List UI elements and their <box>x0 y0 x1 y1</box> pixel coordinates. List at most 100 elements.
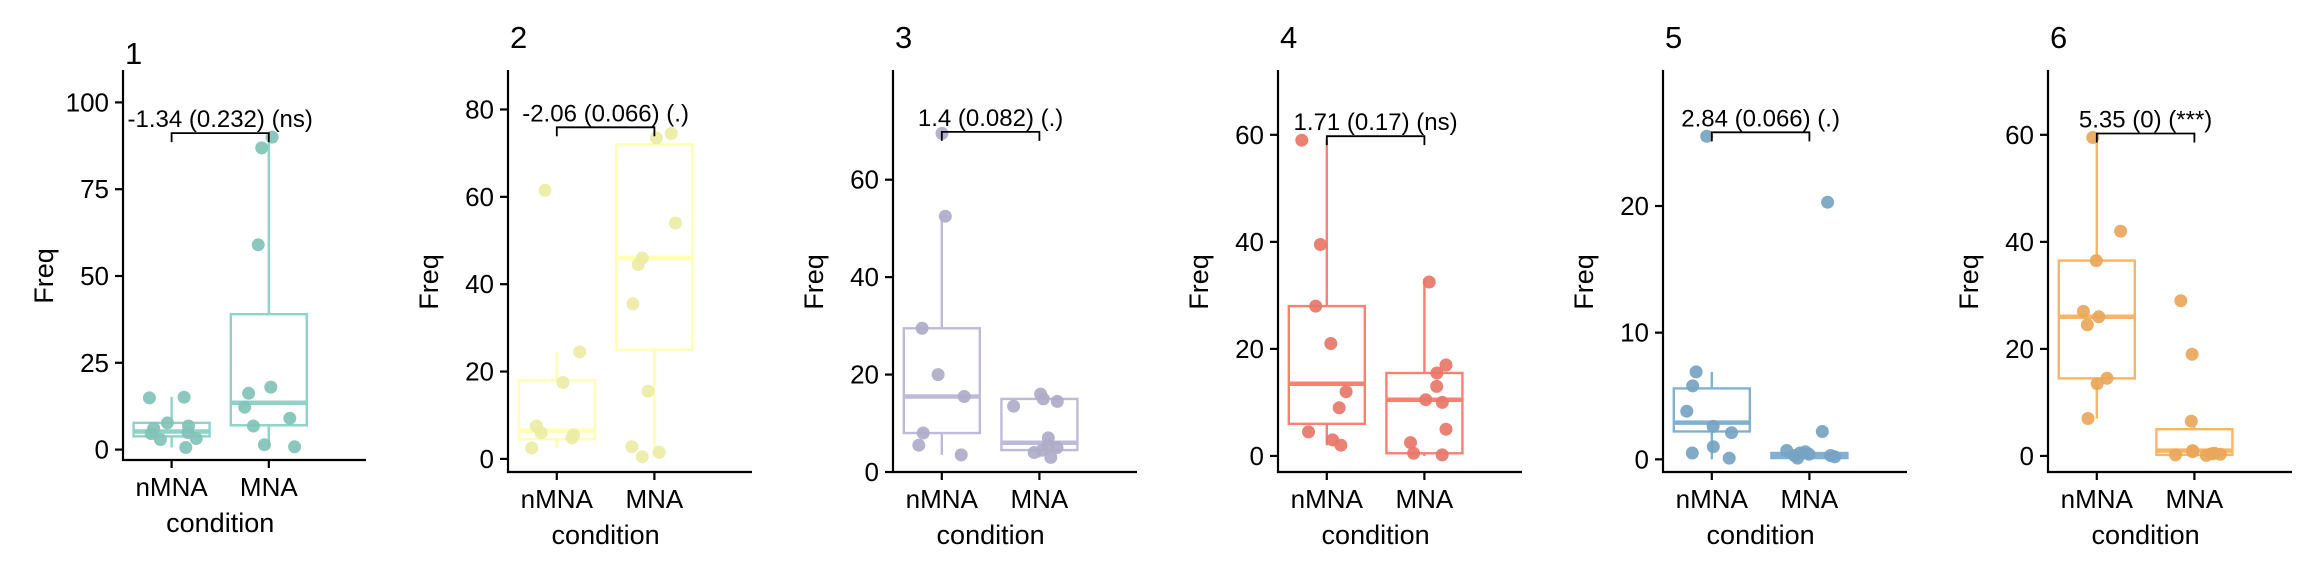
x-tick-label: MNA <box>1781 484 1839 514</box>
data-point <box>652 445 666 459</box>
data-point <box>525 441 539 455</box>
comparison-label: 2.84 (0.066) (.) <box>1681 105 1840 132</box>
data-point <box>1700 129 1714 143</box>
y-axis-title: Freq <box>1954 254 1984 310</box>
y-tick-label: 20 <box>465 357 494 387</box>
data-point <box>1295 133 1309 147</box>
x-tick-label: MNA <box>1011 484 1069 514</box>
data-point <box>1050 441 1064 455</box>
data-point <box>1435 448 1449 462</box>
data-point <box>2114 224 2128 238</box>
data-point <box>1302 425 1315 439</box>
box-MNA <box>229 137 309 447</box>
y-tick-label: 40 <box>1235 227 1264 257</box>
y-tick-label: 60 <box>850 165 879 195</box>
data-point <box>635 450 649 464</box>
data-point <box>538 183 552 197</box>
data-point <box>915 321 929 335</box>
data-point <box>1007 399 1021 413</box>
box-nMNA <box>902 216 981 455</box>
y-tick-label: 60 <box>1235 120 1264 150</box>
y-axis-title: Freq <box>414 254 444 310</box>
data-point <box>957 390 971 403</box>
data-point <box>2092 310 2106 324</box>
data-point <box>1430 379 1444 393</box>
y-tick-label: 75 <box>80 174 109 204</box>
x-axis-title: condition <box>552 520 660 550</box>
y-tick-label: 0 <box>2020 441 2034 471</box>
panel-5: 5 0 10 20 Freq nMNA MNA condition 2.84 (0.066) (… <box>1569 20 1907 550</box>
data-point <box>938 209 952 223</box>
data-point <box>1722 451 1736 465</box>
data-point <box>242 386 256 400</box>
y-tick-label: 25 <box>80 348 109 378</box>
x-axis-title: condition <box>1322 520 1430 550</box>
x-axis-title: condition <box>2092 520 2200 550</box>
comparison-bracket <box>940 130 1041 141</box>
x-tick-label: nMNA <box>1676 484 1749 514</box>
data-point <box>1430 366 1444 380</box>
data-point <box>257 438 271 452</box>
data-point <box>916 426 930 440</box>
y-tick-label: 20 <box>2005 334 2034 364</box>
data-point <box>2199 448 2213 462</box>
x-tick-label: MNA <box>240 472 298 502</box>
data-point <box>142 391 156 405</box>
data-point <box>1439 422 1453 436</box>
data-point <box>2090 377 2104 391</box>
data-point <box>1404 436 1417 450</box>
comparison-bracket <box>2095 132 2196 143</box>
comparison-bracket <box>555 126 656 137</box>
panel-1: 1 0 25 50 75 100 Freq nMNA MNA condition -1.34 (0.… <box>29 36 366 538</box>
y-axis-title: Freq <box>1184 254 1214 310</box>
x-tick-label: nMNA <box>1291 484 1364 514</box>
panel-title: 5 <box>1665 20 1682 55</box>
y-axis-title: Freq <box>1569 254 1599 310</box>
data-point <box>246 419 260 433</box>
x-tick-label: MNA <box>1396 484 1454 514</box>
data-point <box>144 427 158 441</box>
data-point <box>649 131 663 145</box>
data-point <box>565 431 579 445</box>
box-nMNA <box>517 351 596 448</box>
data-point <box>251 238 265 252</box>
data-point <box>1791 451 1805 465</box>
data-point <box>1706 419 1720 433</box>
box-iqr <box>1287 304 1367 426</box>
data-point <box>1680 404 1694 418</box>
box-nMNA <box>1287 140 1367 446</box>
data-point <box>1419 393 1433 407</box>
data-point <box>1313 238 1327 251</box>
y-axis-title: Freq <box>799 254 829 310</box>
data-point <box>2184 414 2198 428</box>
data-point <box>238 400 252 414</box>
comparison-bracket <box>170 132 270 143</box>
y-tick-label: 10 <box>1620 318 1649 348</box>
data-point <box>2186 445 2200 459</box>
data-point <box>1324 337 1338 350</box>
comparison-bracket <box>1710 131 1811 142</box>
data-point <box>1334 438 1348 452</box>
x-axis-title: condition <box>1707 520 1815 550</box>
data-point <box>160 416 174 430</box>
y-tick-label: 80 <box>465 94 494 124</box>
data-point <box>1332 401 1346 415</box>
y-tick-label: 0 <box>865 457 879 487</box>
data-point <box>954 448 968 462</box>
data-point <box>2169 448 2182 462</box>
data-point <box>1828 450 1842 464</box>
y-axis-title: Freq <box>29 248 59 304</box>
data-point <box>2076 304 2090 318</box>
x-tick-label: nMNA <box>2061 484 2134 514</box>
data-point <box>177 390 191 404</box>
data-point <box>2100 371 2114 385</box>
data-point <box>573 345 587 359</box>
data-point <box>255 141 269 155</box>
y-tick-label: 0 <box>1635 444 1649 474</box>
panel-title: 4 <box>1280 20 1297 55</box>
box-iqr <box>229 312 309 427</box>
